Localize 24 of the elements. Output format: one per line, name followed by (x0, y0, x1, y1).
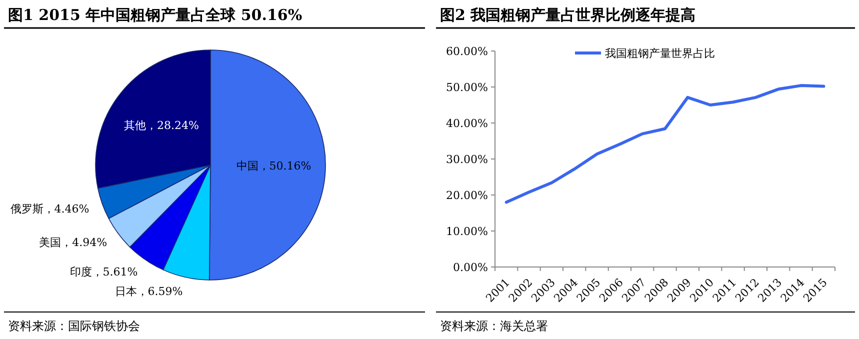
data-label: ，5.61% (92, 265, 138, 278)
slice-label: 俄罗斯 (10, 202, 44, 216)
y-tick-label: 30.00% (446, 153, 488, 166)
data-label: ，28.24% (146, 119, 199, 132)
y-tick-label: 50.00% (446, 81, 488, 94)
data-label: ，6.59% (136, 284, 183, 298)
y-tick-label: 40.00% (446, 117, 488, 130)
text: 资料来源：国际钢铁协会 (8, 319, 140, 333)
slice-label: 中国 (236, 159, 258, 172)
data-label: ，50.16% (258, 159, 312, 172)
legend-label: 我国粗钢产量世界占比 (605, 47, 715, 60)
y-tick-label: 60.00% (446, 45, 488, 58)
y-tick-label: 10.00% (446, 225, 488, 238)
text: 资料来源：海关总署 (440, 319, 548, 333)
y-tick-label: 0.00% (453, 261, 488, 274)
slice-label: 日本 (114, 284, 137, 298)
data-label: ，4.46% (43, 202, 90, 216)
chart-title: 图2 我国粗钢产量占世界比例逐年提高 (440, 6, 696, 24)
data-label: ，4.94% (61, 236, 108, 249)
slice-label: 印度 (70, 265, 92, 278)
slice-label: 其他 (124, 119, 146, 132)
y-tick-label: 20.00% (446, 189, 488, 202)
chart-title: 图1 2015 年中国粗钢产量占全球 50.16% (8, 6, 302, 24)
slice-label: 美国 (39, 236, 62, 249)
